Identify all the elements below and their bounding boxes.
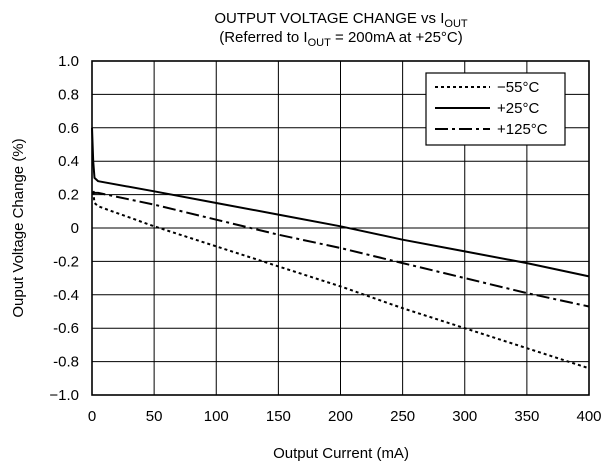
y-tick-label: -0.2 [53,253,79,270]
x-axis-label: Output Current (mA) [273,445,409,462]
y-tick-label: 0.4 [58,153,79,170]
y-tick-label: 0.2 [58,187,79,204]
x-tick-label: 400 [576,408,601,425]
y-tick-label: 0.8 [58,86,79,103]
y-tick-label: -0.4 [53,287,79,304]
legend-label: +25°C [497,100,539,117]
legend-label: −55°C [497,79,539,96]
x-tick-label: 250 [390,408,415,425]
x-tick-label: 350 [514,408,539,425]
series-line-1 [92,191,590,370]
chart-subtitle-part-1: (Referred to I [219,29,307,46]
x-tick-label: 100 [204,408,229,425]
legend-label: +125°C [497,121,548,138]
x-tick-label: 0 [88,408,96,425]
chart-subtitle-subscript: OUT [308,37,332,49]
chart-title-main: OUTPUT VOLTAGE CHANGE vs I [214,10,444,27]
y-tick-label: -0.8 [53,354,79,371]
y-tick-label: 0.6 [58,120,79,137]
x-tick-label: 300 [452,408,477,425]
x-tick-label: 50 [146,408,163,425]
chart-title: OUTPUT VOLTAGE CHANGE vs IOUT [214,10,468,30]
series-line-3 [92,190,590,308]
x-tick-labels: 0 50 100 150 200 250 300 350 400 [88,408,602,425]
legend: −55°C +25°C +125°C [425,72,566,146]
plot-border [91,60,590,396]
grid-lines [92,61,589,395]
series-line-2 [91,127,590,278]
x-tick-label: 200 [328,408,353,425]
chart-subtitle: (Referred to IOUT = 200mA at +25°C) [219,29,463,49]
y-tick-label: -0.6 [53,320,79,337]
y-tick-labels: 1.0 0.8 0.6 0.4 0.2 0 -0.2 -0.4 -0.6 -0.8 −1.0 [49,53,79,404]
y-axis-label: Ouput Voltage Change (%) [10,138,27,317]
chart-subtitle-part-3: = 200mA at +25°C) [331,29,463,46]
y-tick-label: −1.0 [49,387,79,404]
chart-title-subscript: OUT [444,18,468,30]
series-lines [91,127,590,370]
x-tick-label: 150 [266,408,291,425]
y-tick-label: 1.0 [58,53,79,70]
plot-frame [91,60,590,396]
y-tick-label: 0 [71,220,79,237]
